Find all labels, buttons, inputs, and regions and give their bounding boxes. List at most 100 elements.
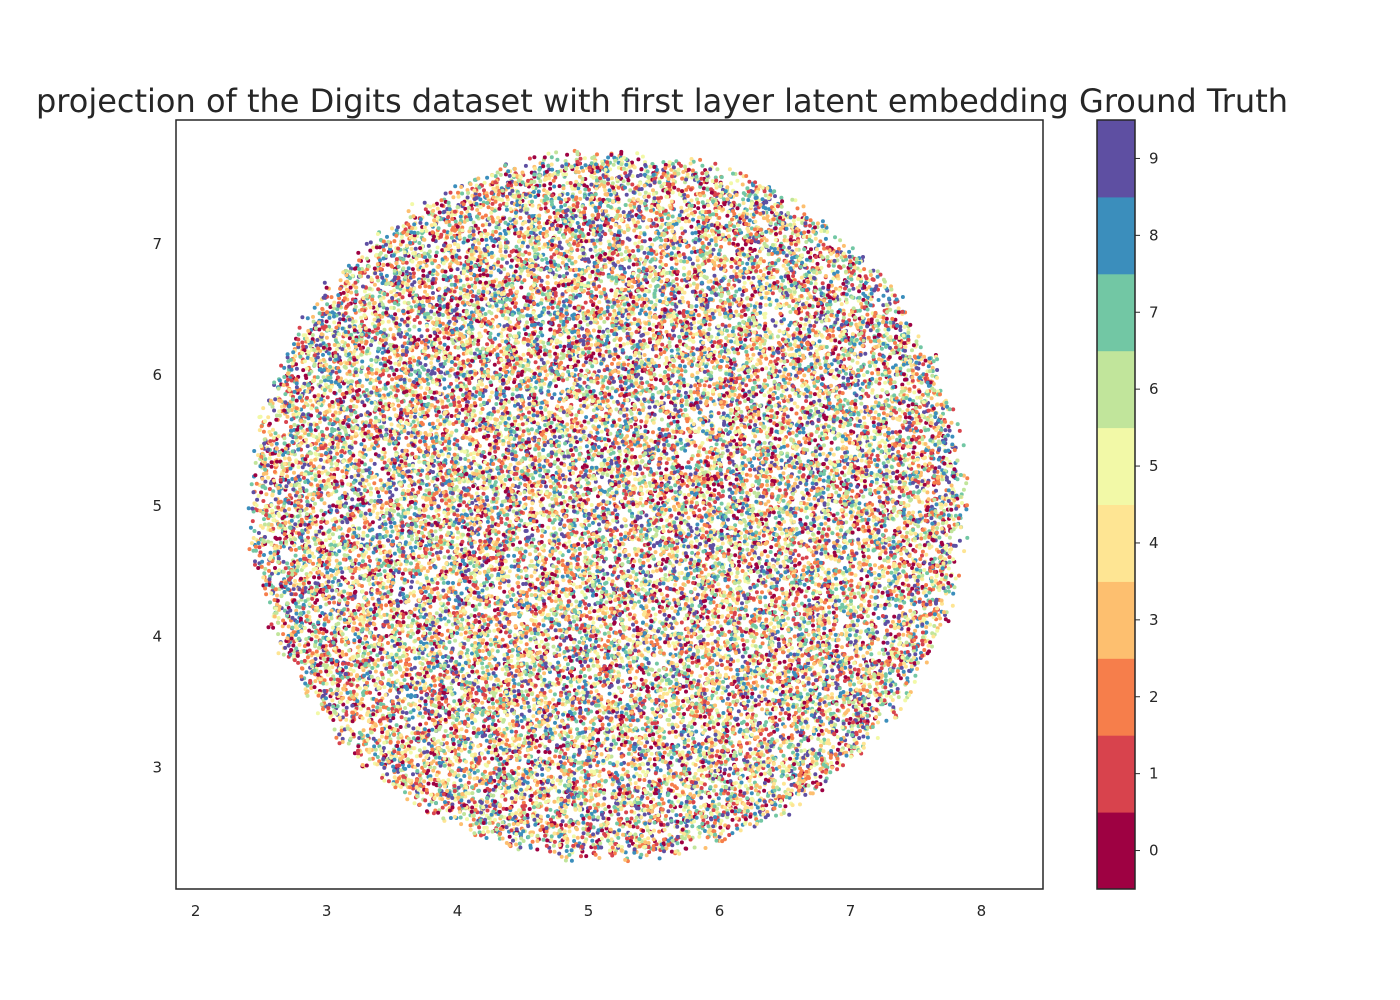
scatter-point bbox=[760, 707, 764, 711]
scatter-point bbox=[565, 849, 569, 853]
scatter-point bbox=[619, 533, 623, 537]
scatter-point bbox=[547, 152, 551, 156]
scatter-point bbox=[538, 552, 542, 556]
scatter-point bbox=[563, 203, 567, 207]
scatter-point bbox=[796, 206, 800, 210]
scatter-point bbox=[484, 297, 488, 301]
scatter-point bbox=[924, 359, 928, 363]
scatter-point bbox=[441, 589, 445, 593]
scatter-point bbox=[680, 840, 684, 844]
scatter-point bbox=[367, 483, 371, 487]
scatter-point bbox=[818, 362, 822, 366]
scatter-point bbox=[691, 737, 695, 741]
scatter-point bbox=[728, 167, 732, 171]
scatter-point bbox=[369, 487, 373, 491]
scatter-point bbox=[320, 583, 324, 587]
scatter-point bbox=[583, 674, 587, 678]
scatter-point bbox=[622, 685, 626, 689]
scatter-point bbox=[353, 632, 357, 636]
scatter-point bbox=[621, 314, 625, 318]
scatter-point bbox=[567, 549, 571, 553]
scatter-point bbox=[729, 265, 733, 269]
scatter-point bbox=[579, 470, 583, 474]
scatter-point bbox=[263, 419, 267, 423]
scatter-point bbox=[313, 679, 317, 683]
scatter-point bbox=[759, 819, 763, 823]
scatter-point bbox=[493, 363, 497, 367]
scatter-point bbox=[682, 712, 686, 716]
scatter-point bbox=[449, 816, 453, 820]
scatter-point bbox=[597, 369, 601, 373]
scatter-point bbox=[285, 561, 289, 565]
scatter-point bbox=[621, 767, 625, 771]
scatter-point bbox=[675, 516, 679, 520]
scatter-point bbox=[787, 717, 791, 721]
scatter-point bbox=[687, 256, 691, 260]
scatter-point bbox=[653, 617, 657, 621]
scatter-point bbox=[827, 264, 831, 268]
scatter-point bbox=[883, 441, 887, 445]
scatter-point bbox=[435, 413, 439, 417]
scatter-point bbox=[856, 619, 860, 623]
scatter-point bbox=[382, 248, 386, 252]
scatter-point bbox=[735, 827, 739, 831]
scatter-point bbox=[907, 584, 911, 588]
scatter-point bbox=[641, 155, 645, 159]
scatter-point bbox=[741, 638, 745, 642]
scatter-point bbox=[453, 184, 457, 188]
scatter-point bbox=[763, 441, 767, 445]
scatter-point bbox=[296, 661, 300, 665]
scatter-point bbox=[517, 564, 521, 568]
scatter-point bbox=[609, 225, 613, 229]
scatter-point bbox=[861, 495, 865, 499]
scatter-point bbox=[313, 306, 317, 310]
scatter-point bbox=[830, 441, 834, 445]
scatter-point bbox=[453, 815, 457, 819]
scatter-point bbox=[852, 682, 856, 686]
scatter-point bbox=[311, 315, 315, 319]
scatter-point bbox=[267, 562, 271, 566]
scatter-point bbox=[777, 642, 781, 646]
scatter-point bbox=[648, 237, 652, 241]
scatter-point bbox=[418, 221, 422, 225]
scatter-point bbox=[930, 396, 934, 400]
scatter-point bbox=[628, 327, 632, 331]
scatter-point bbox=[366, 652, 370, 656]
scatter-point bbox=[706, 634, 710, 638]
scatter-point bbox=[736, 659, 740, 663]
scatter-point bbox=[332, 601, 336, 605]
scatter-point bbox=[836, 270, 840, 274]
scatter-point bbox=[694, 772, 698, 776]
scatter-point bbox=[437, 226, 441, 230]
scatter-point bbox=[592, 408, 596, 412]
scatter-point bbox=[469, 277, 473, 281]
scatter-point bbox=[649, 505, 653, 509]
scatter-point bbox=[782, 445, 786, 449]
scatter-point bbox=[900, 534, 904, 538]
scatter-point bbox=[508, 254, 512, 258]
scatter-point bbox=[697, 835, 701, 839]
scatter-point bbox=[545, 373, 549, 377]
scatter-point bbox=[877, 651, 881, 655]
scatter-point bbox=[552, 557, 556, 561]
scatter-point bbox=[510, 654, 514, 658]
scatter-point bbox=[380, 510, 384, 514]
scatter-point bbox=[546, 814, 550, 818]
scatter-point bbox=[849, 579, 853, 583]
scatter-point bbox=[452, 699, 456, 703]
scatter-point bbox=[371, 705, 375, 709]
scatter-point bbox=[315, 302, 319, 306]
scatter-point bbox=[481, 450, 485, 454]
scatter-point bbox=[915, 485, 919, 489]
scatter-point bbox=[331, 532, 335, 536]
scatter-point bbox=[536, 839, 540, 843]
scatter-point bbox=[760, 685, 764, 689]
scatter-point bbox=[443, 617, 447, 621]
scatter-point bbox=[323, 392, 327, 396]
scatter-point bbox=[892, 615, 896, 619]
scatter-point bbox=[432, 811, 436, 815]
scatter-point bbox=[875, 630, 879, 634]
scatter-point bbox=[843, 466, 847, 470]
scatter-point bbox=[508, 722, 512, 726]
scatter-point bbox=[783, 235, 787, 239]
